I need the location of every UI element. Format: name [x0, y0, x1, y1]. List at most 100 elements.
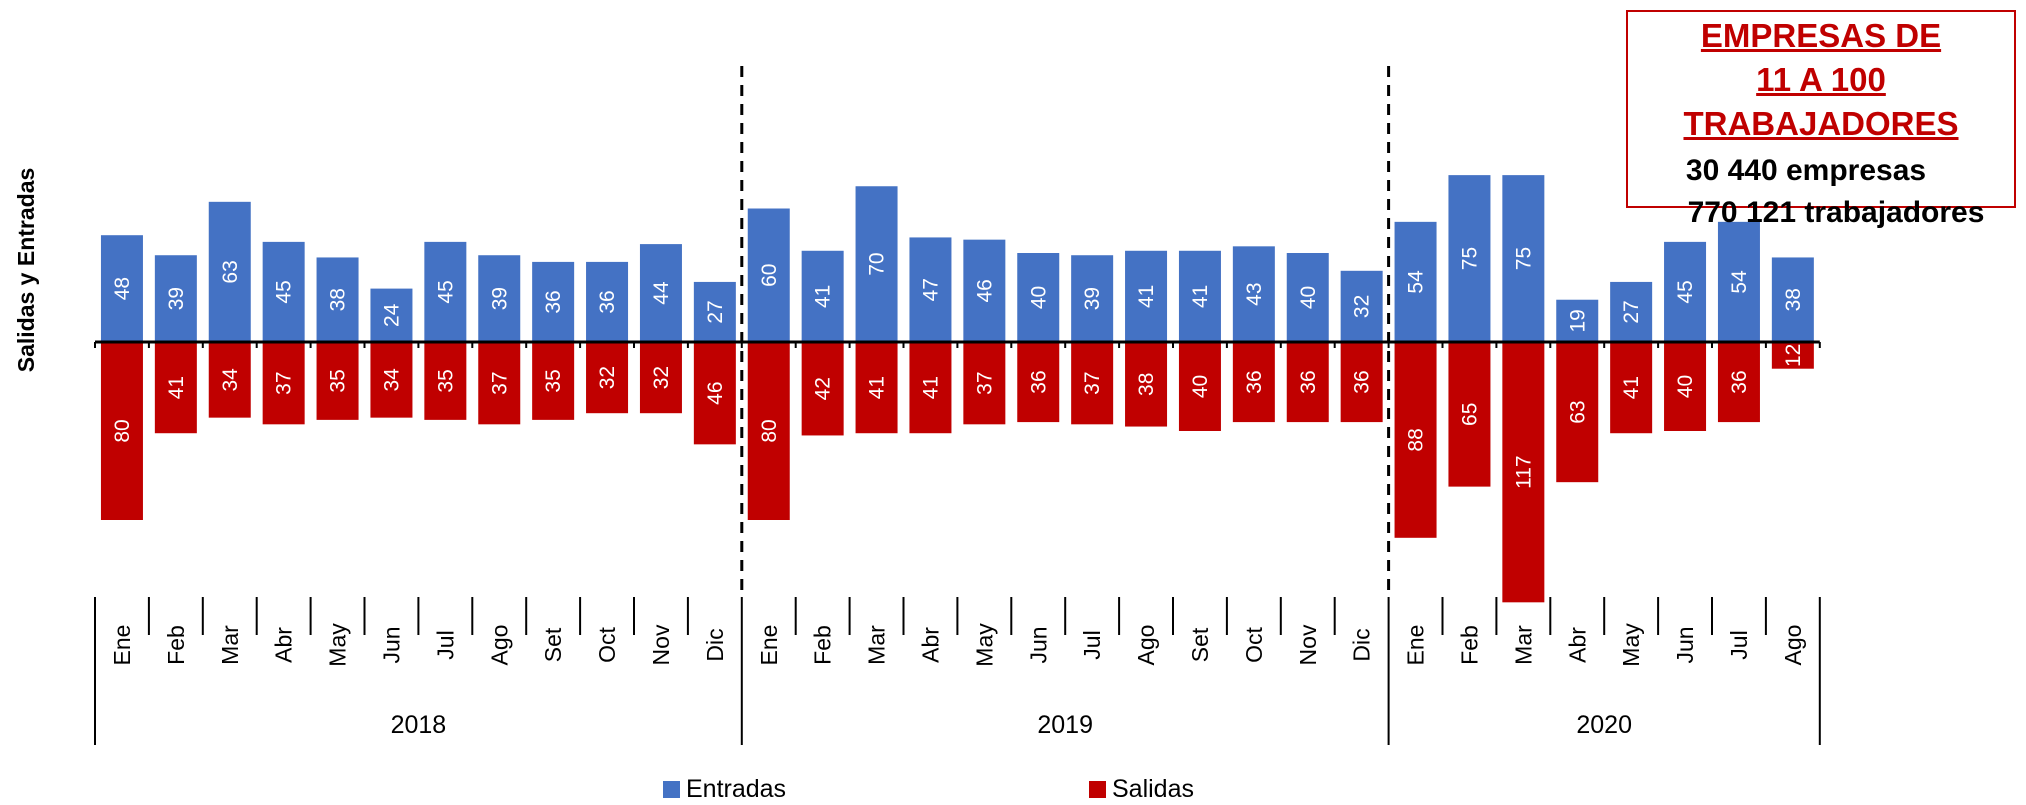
month-tick-label: Set: [540, 627, 566, 662]
bar-entradas: [693, 281, 736, 342]
month-tick-label: Feb: [810, 625, 836, 665]
bar-entradas: [1448, 175, 1491, 342]
legend-label-entradas: Entradas: [686, 775, 786, 803]
data-label-entradas: 45: [434, 280, 457, 303]
data-label-salidas: 42: [812, 377, 835, 400]
data-label-entradas: 75: [1458, 247, 1481, 270]
bar-salidas: [1394, 342, 1437, 538]
bar-entradas: [1771, 257, 1814, 342]
data-label-salidas: 36: [1243, 370, 1266, 393]
bar-entradas: [639, 244, 682, 342]
bar-salidas: [208, 342, 251, 418]
bar-salidas: [1232, 342, 1275, 423]
data-label-salidas: 37: [273, 371, 296, 394]
bar-entradas: [262, 241, 305, 342]
info-box: EMPRESAS DE 11 A 100 TRABAJADORES 30 440…: [1626, 10, 2016, 229]
data-label-salidas: 41: [866, 376, 889, 399]
month-tick-label: May: [1618, 623, 1644, 667]
bar-entradas: [532, 261, 575, 342]
data-label-entradas: 41: [812, 285, 835, 308]
plot-area: 48 80 39 41 63 34 45 37 38 35 24 34 45 35 39 37 36 35 36 32…: [94, 66, 1821, 745]
month-tick-label: Jun: [378, 626, 404, 663]
bar-entradas: [1502, 175, 1545, 342]
data-label-salidas: 32: [596, 366, 619, 389]
data-label-salidas: 34: [380, 368, 403, 392]
info-box-empresas: 30 440 empresas: [1685, 154, 1927, 187]
data-label-entradas: 27: [704, 300, 727, 323]
info-box-trabajadores: 770 121 trabajadores: [1687, 196, 1985, 229]
data-label-entradas: 41: [1189, 285, 1212, 308]
month-tick-label: Oct: [594, 627, 620, 663]
bar-salidas: [1017, 342, 1060, 423]
data-label-entradas: 39: [488, 287, 511, 310]
data-label-salidas: 34: [219, 368, 242, 392]
bar-entradas: [963, 239, 1006, 342]
bar-entradas: [100, 235, 143, 342]
bar-entradas: [855, 186, 898, 342]
data-label-salidas: 117: [1512, 455, 1535, 488]
data-label-entradas: 43: [1243, 282, 1266, 305]
year-label: 2019: [1037, 711, 1093, 739]
data-label-entradas: 45: [273, 280, 296, 303]
data-label-entradas: 63: [219, 260, 242, 283]
bar-salidas: [154, 342, 197, 434]
data-label-entradas: 47: [919, 278, 942, 301]
data-label-salidas: 88: [1405, 428, 1428, 451]
month-tick-label: Ago: [1780, 625, 1806, 666]
bar-salidas: [801, 342, 844, 436]
month-tick-label: Abr: [271, 627, 297, 663]
bar-entradas: [1071, 255, 1114, 342]
data-label-entradas: 32: [1351, 295, 1374, 318]
data-label-entradas: 41: [1135, 285, 1158, 308]
month-tick-label: Nov: [648, 624, 674, 665]
bar-entradas: [1717, 221, 1760, 342]
bar-entradas: [586, 261, 629, 342]
data-label-entradas: 44: [650, 281, 673, 305]
data-label-salidas: 37: [1081, 371, 1104, 394]
data-label-entradas: 75: [1512, 247, 1535, 270]
month-tick-label: Ene: [109, 625, 135, 666]
bar-entradas: [801, 250, 844, 342]
month-tick-label: Nov: [1295, 624, 1321, 665]
bar-salidas: [478, 342, 521, 425]
bar-entradas: [747, 208, 790, 342]
data-label-entradas: 36: [542, 290, 565, 313]
month-tick-label: Mar: [217, 625, 243, 665]
month-tick-label: Ene: [756, 625, 782, 666]
data-label-salidas: 40: [1189, 375, 1212, 398]
data-label-entradas: 54: [1728, 270, 1751, 294]
y-axis-label: Salidas y Entradas: [13, 168, 39, 373]
data-label-entradas: 24: [380, 303, 403, 327]
data-label-salidas: 12: [1782, 344, 1805, 367]
data-label-salidas: 32: [650, 366, 673, 389]
bar-salidas: [1556, 342, 1599, 483]
bar-salidas: [855, 342, 898, 434]
data-label-entradas: 45: [1674, 280, 1697, 303]
bar-entradas: [1556, 299, 1599, 342]
bar-entradas: [154, 255, 197, 342]
data-label-entradas: 38: [327, 288, 350, 311]
month-tick-label: Set: [1187, 627, 1213, 662]
data-label-salidas: 63: [1566, 400, 1589, 423]
bar-salidas: [532, 342, 575, 420]
bar-entradas: [1610, 281, 1653, 342]
month-tick-label: Mar: [864, 625, 890, 665]
bar-salidas: [424, 342, 467, 420]
bar-salidas: [262, 342, 305, 425]
bar-salidas: [1340, 342, 1383, 423]
bar-entradas: [208, 201, 251, 342]
bar-salidas: [1286, 342, 1329, 423]
data-label-salidas: 36: [1728, 370, 1751, 393]
data-label-salidas: 38: [1135, 373, 1158, 396]
data-label-entradas: 40: [1027, 286, 1050, 309]
data-label-salidas: 35: [434, 369, 457, 392]
month-tick-label: Jun: [1025, 626, 1051, 663]
data-label-salidas: 46: [704, 381, 727, 404]
data-label-entradas: 39: [165, 287, 188, 310]
bar-entradas: [1178, 250, 1221, 342]
bar-entradas: [909, 237, 952, 342]
month-tick-label: Abr: [1564, 627, 1590, 663]
data-label-salidas: 37: [973, 371, 996, 394]
data-label-entradas: 39: [1081, 287, 1104, 310]
bar-salidas: [316, 342, 359, 420]
